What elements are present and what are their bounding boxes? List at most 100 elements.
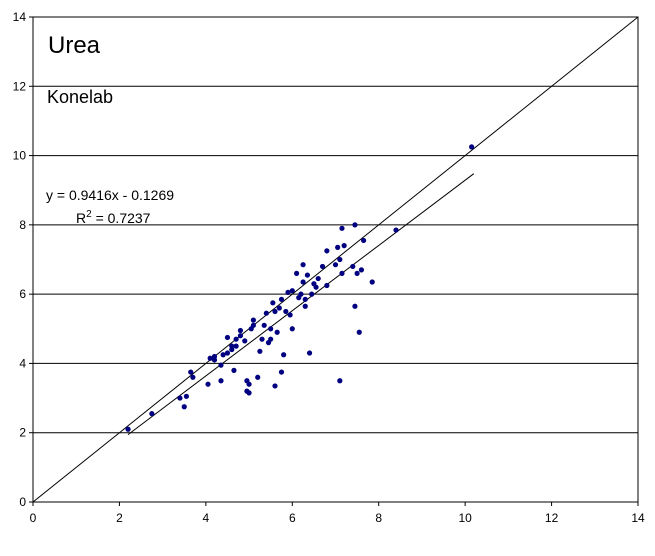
- data-point: [278, 369, 285, 375]
- data-point: [469, 144, 475, 150]
- x-axis-ticks: 0 2 4 6 8 10 12 14: [30, 502, 645, 525]
- data-point: [287, 312, 293, 318]
- data-point: [369, 279, 375, 285]
- data-point: [224, 334, 231, 341]
- data-point: [300, 279, 306, 285]
- data-point: [337, 378, 343, 384]
- data-point: [339, 225, 345, 231]
- x-tick-label: 10: [458, 511, 472, 525]
- trendline-group: [127, 173, 475, 436]
- data-point: [259, 336, 265, 342]
- data-point: [125, 426, 131, 432]
- y-tick-label: 14: [13, 10, 27, 24]
- data-point: [354, 270, 360, 276]
- data-point: [298, 291, 304, 297]
- data-point: [218, 378, 224, 384]
- data-point: [231, 367, 237, 373]
- grid-lines: [33, 85, 638, 434]
- x-tick-label: 8: [375, 511, 382, 525]
- regression-equation: y = 0.9416x - 0.1269: [46, 187, 174, 203]
- data-point: [149, 411, 155, 417]
- data-point: [188, 369, 194, 375]
- y-tick-label: 4: [19, 356, 26, 370]
- data-point: [304, 272, 311, 278]
- data-point: [289, 326, 295, 332]
- x-tick-label: 2: [116, 511, 123, 525]
- data-point: [313, 284, 319, 290]
- data-point: [352, 222, 358, 228]
- trendline: [127, 173, 475, 436]
- y-tick-label: 12: [13, 79, 27, 93]
- y-axis-ticks: 0 2 4 6 8 10 12 14: [13, 10, 33, 509]
- data-point: [356, 329, 362, 335]
- y-tick-label: 8: [19, 218, 26, 232]
- data-point: [319, 263, 326, 270]
- chart-subtitle: Konelab: [47, 87, 113, 107]
- y-tick-label: 10: [13, 149, 27, 163]
- x-tick-label: 14: [631, 511, 645, 525]
- data-point: [272, 383, 278, 389]
- identity-line-group: [32, 16, 639, 503]
- data-point: [352, 303, 358, 309]
- y-tick-label: 0: [19, 495, 26, 509]
- data-point: [341, 243, 347, 249]
- data-point: [183, 393, 190, 399]
- data-point: [190, 374, 196, 380]
- data-point: [324, 248, 330, 254]
- data-point: [177, 395, 183, 401]
- data-point: [289, 288, 295, 294]
- data-point: [300, 262, 306, 268]
- data-point: [255, 374, 261, 380]
- data-point: [276, 305, 282, 311]
- identity-line: [32, 16, 639, 503]
- data-point: [237, 327, 244, 334]
- data-point: [281, 352, 287, 358]
- data-point: [250, 322, 256, 328]
- data-point: [211, 353, 218, 360]
- data-point: [205, 381, 211, 387]
- data-point: [332, 262, 339, 268]
- data-point: [220, 352, 226, 358]
- data-point: [324, 282, 330, 289]
- data-point: [250, 317, 256, 323]
- r-squared-value: = 0.7237: [92, 210, 151, 226]
- data-point: [272, 308, 278, 315]
- data-point: [257, 348, 263, 354]
- y-tick-label: 6: [19, 287, 26, 301]
- data-point: [261, 322, 267, 328]
- y-tick-label: 2: [19, 426, 26, 440]
- data-point: [224, 350, 231, 356]
- data-point: [181, 404, 187, 410]
- data-point: [358, 267, 365, 273]
- x-tick-label: 0: [30, 511, 37, 525]
- data-point: [268, 336, 274, 342]
- data-point: [309, 291, 315, 297]
- data-point: [315, 275, 321, 282]
- r-squared-label: R2 = 0.7237: [76, 209, 151, 226]
- data-point: [233, 336, 239, 342]
- data-point: [306, 350, 313, 356]
- data-point: [229, 346, 235, 353]
- data-point: [335, 244, 341, 250]
- data-point: [246, 390, 252, 396]
- data-point: [350, 263, 356, 270]
- r-squared-exponent: 2: [86, 209, 92, 220]
- r-squared-prefix: R: [76, 210, 86, 226]
- data-point: [268, 326, 274, 332]
- plot-area-border: [32, 16, 639, 503]
- x-tick-label: 4: [203, 511, 210, 525]
- data-point: [302, 296, 308, 302]
- data-point: [339, 270, 345, 276]
- data-point: [283, 308, 289, 315]
- data-point: [285, 289, 291, 296]
- data-point: [294, 270, 300, 276]
- data-point: [242, 338, 248, 344]
- data-point: [278, 296, 285, 302]
- chart-title: Urea: [48, 32, 101, 59]
- data-point: [393, 227, 399, 233]
- x-tick-label: 12: [545, 511, 559, 525]
- data-point: [237, 333, 244, 339]
